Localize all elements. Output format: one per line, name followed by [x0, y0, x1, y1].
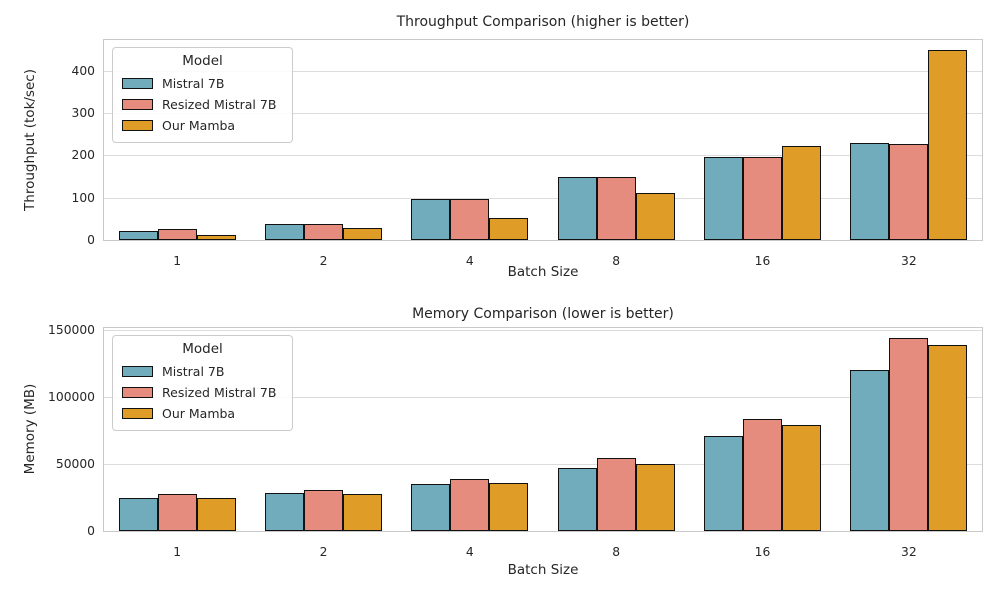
gridline	[104, 70, 982, 72]
bar-series0-batch8	[557, 176, 597, 240]
y-tick-label: 300	[71, 106, 95, 121]
bar-series1-batch2	[303, 489, 343, 531]
y-tick-label: 200	[71, 148, 95, 163]
plot-area: Model Mistral 7B Resized Mistral 7B Our Ma…	[103, 327, 983, 532]
bar-series1-batch4	[450, 478, 490, 531]
bar-series2-batch2	[343, 493, 383, 531]
legend-entry-label: Resized Mistral 7B	[162, 385, 277, 400]
x-tick-label: 4	[465, 254, 474, 268]
y-tick-label: 400	[71, 63, 95, 78]
legend-entry-label: Mistral 7B	[162, 76, 225, 91]
bar-series0-batch32	[850, 143, 890, 240]
bar-series0-batch4	[411, 199, 451, 240]
gridline	[104, 330, 982, 332]
bar-series2-batch16	[782, 424, 822, 531]
x-tick-label: 1	[173, 545, 182, 559]
legend-entry-label: Our Mamba	[162, 118, 236, 133]
bar-series2-batch4	[489, 482, 529, 531]
x-tick-label: 32	[901, 254, 917, 268]
legend-entry: Our Mamba	[122, 406, 283, 421]
legend-entry: Mistral 7B	[122, 76, 283, 91]
x-tick-label: 8	[612, 254, 621, 268]
bar-series0-batch2	[264, 492, 304, 531]
plot-area: Model Mistral 7B Resized Mistral 7B Our Ma…	[103, 39, 983, 241]
bar-series2-batch1	[196, 497, 236, 531]
bar-series1-batch1	[157, 229, 197, 240]
legend-entry-label: Resized Mistral 7B	[162, 97, 277, 112]
bar-series1-batch1	[157, 494, 197, 531]
x-tick-label: 2	[319, 254, 328, 268]
x-tick-label: 16	[754, 254, 771, 268]
gridline	[104, 155, 982, 157]
y-tick-label: 100000	[48, 390, 95, 405]
chart-title: Memory Comparison (lower is better)	[412, 306, 674, 322]
legend-items: Mistral 7B Resized Mistral 7B Our Mamba	[122, 364, 283, 421]
x-axis-label: Batch Size	[507, 264, 579, 280]
bar-series1-batch2	[303, 223, 343, 240]
bar-series0-batch4	[411, 484, 451, 531]
gridline	[104, 113, 982, 115]
legend-items: Mistral 7B Resized Mistral 7B Our Mamba	[122, 76, 283, 133]
x-tick-label: 4	[465, 545, 474, 559]
x-tick-label: 32	[901, 545, 917, 559]
bar-series1-batch32	[889, 337, 929, 531]
legend-title: Model	[182, 53, 223, 69]
gridline	[104, 197, 982, 199]
bar-series0-batch1	[118, 497, 158, 531]
y-tick-label: 50000	[55, 457, 95, 472]
legend-swatch	[122, 408, 153, 419]
bar-series2-batch8	[635, 464, 675, 531]
bar-series0-batch8	[557, 468, 597, 531]
x-tick-label: 16	[754, 545, 771, 559]
bar-series0-batch2	[264, 223, 304, 240]
x-tick-label: 1	[173, 254, 182, 268]
bar-series1-batch4	[450, 199, 490, 240]
bar-series2-batch32	[928, 49, 968, 240]
legend-entry-label: Our Mamba	[162, 406, 236, 421]
y-axis-label: Throughput (tok/sec)	[22, 69, 38, 211]
x-axis-label: Batch Size	[507, 562, 579, 578]
legend-swatch	[122, 99, 153, 110]
y-tick-label: 0	[87, 524, 95, 538]
bar-series1-batch32	[889, 143, 929, 240]
legend-entry-label: Mistral 7B	[162, 364, 225, 379]
bar-series2-batch2	[343, 228, 383, 240]
legend-entry: Our Mamba	[122, 118, 283, 133]
legend-title: Model	[182, 341, 223, 357]
gridline	[104, 397, 982, 399]
bar-series2-batch4	[489, 218, 529, 240]
legend-entry: Resized Mistral 7B	[122, 385, 283, 400]
bar-series1-batch16	[742, 418, 782, 531]
legend: Model Mistral 7B Resized Mistral 7B Our Ma…	[112, 335, 293, 431]
bar-series1-batch8	[596, 458, 636, 531]
chart-title: Throughput Comparison (higher is better)	[396, 14, 690, 30]
y-tick-label: 100	[71, 190, 95, 205]
bar-series2-batch32	[928, 345, 968, 531]
legend-entry: Mistral 7B	[122, 364, 283, 379]
legend-swatch	[122, 120, 153, 131]
gridline	[104, 464, 982, 466]
legend-swatch	[122, 366, 153, 377]
y-tick-label: 0	[87, 233, 95, 247]
bar-series1-batch8	[596, 176, 636, 240]
bar-series2-batch16	[782, 145, 822, 240]
bar-series0-batch16	[703, 436, 743, 531]
x-tick-label: 2	[319, 545, 328, 559]
y-tick-label: 150000	[48, 323, 95, 338]
legend-entry: Resized Mistral 7B	[122, 97, 283, 112]
x-tick-label: 8	[612, 545, 621, 559]
bar-series0-batch32	[850, 369, 890, 531]
legend-swatch	[122, 387, 153, 398]
bar-series2-batch8	[635, 193, 675, 240]
legend-swatch	[122, 78, 153, 89]
bar-series0-batch1	[118, 230, 158, 240]
bar-series2-batch1	[196, 234, 236, 240]
bar-series1-batch16	[742, 156, 782, 240]
legend: Model Mistral 7B Resized Mistral 7B Our Ma…	[112, 47, 293, 143]
bar-series0-batch16	[703, 156, 743, 240]
